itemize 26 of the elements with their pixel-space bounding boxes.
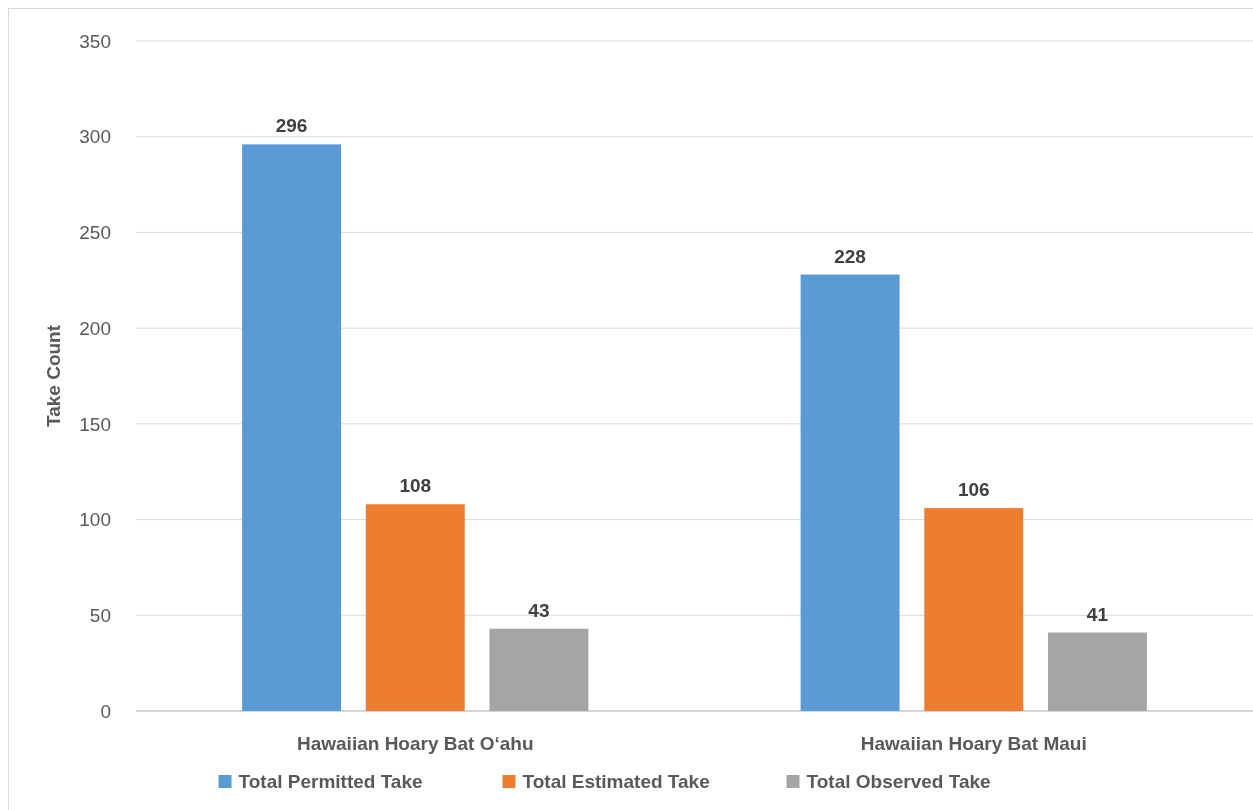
x-tick-label: Hawaiian Hoary Bat Maui [860, 733, 1087, 754]
data-label: 43 [528, 599, 550, 621]
bar [489, 628, 589, 711]
y-tick-label: 150 [79, 413, 111, 435]
bar [242, 144, 342, 711]
y-tick-label: 250 [79, 222, 111, 244]
y-tick-label: 200 [79, 317, 111, 339]
data-label: 41 [1086, 603, 1109, 625]
bar [924, 508, 1024, 711]
data-label: 106 [957, 479, 990, 501]
y-axis-title: Take Count [43, 324, 64, 428]
bar [1047, 632, 1147, 711]
y-tick-label: 350 [79, 30, 111, 52]
legend-label: Total Observed Take [806, 771, 991, 792]
y-tick-label: 300 [79, 126, 111, 148]
data-label: 296 [275, 115, 308, 137]
y-tick-label: 100 [79, 509, 111, 531]
bar [800, 274, 900, 711]
y-tick-label: 0 [100, 700, 111, 722]
data-label: 228 [834, 245, 866, 267]
data-label: 108 [399, 475, 432, 497]
x-tick-label: Hawaiian Hoary Bat O‘ahu [296, 733, 534, 754]
y-tick-label: 50 [89, 604, 111, 626]
legend-label: Total Estimated Take [522, 771, 710, 792]
legend-label: Total Permitted Take [238, 771, 423, 792]
bar [365, 504, 465, 711]
